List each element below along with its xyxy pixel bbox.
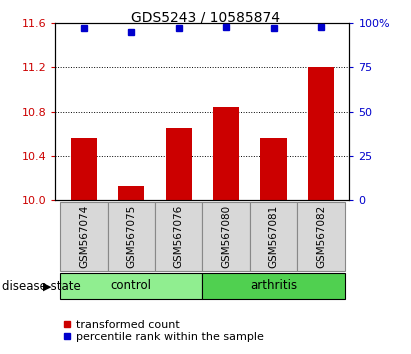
Bar [108, 202, 155, 271]
Bar [308, 67, 334, 200]
Bar [297, 202, 344, 271]
Text: GSM567082: GSM567082 [316, 205, 326, 268]
Bar [60, 202, 108, 271]
Text: GSM567074: GSM567074 [79, 205, 89, 268]
Bar [118, 185, 144, 200]
Bar [202, 202, 250, 271]
Bar [155, 202, 203, 271]
Text: disease state: disease state [2, 280, 81, 293]
Text: ▶: ▶ [43, 282, 51, 292]
Text: control: control [111, 279, 152, 292]
Text: GSM567081: GSM567081 [268, 205, 279, 268]
Legend: transformed count, percentile rank within the sample: transformed count, percentile rank withi… [59, 315, 268, 347]
Bar [166, 128, 192, 200]
Text: arthritis: arthritis [250, 279, 297, 292]
Bar [202, 273, 344, 299]
Text: GSM567076: GSM567076 [174, 205, 184, 268]
Bar [213, 107, 239, 200]
Bar [250, 202, 297, 271]
Text: GDS5243 / 10585874: GDS5243 / 10585874 [131, 11, 280, 25]
Text: GSM567075: GSM567075 [126, 205, 136, 268]
Bar [71, 138, 97, 200]
Bar [60, 273, 202, 299]
Text: GSM567080: GSM567080 [221, 205, 231, 268]
Bar [261, 138, 286, 200]
